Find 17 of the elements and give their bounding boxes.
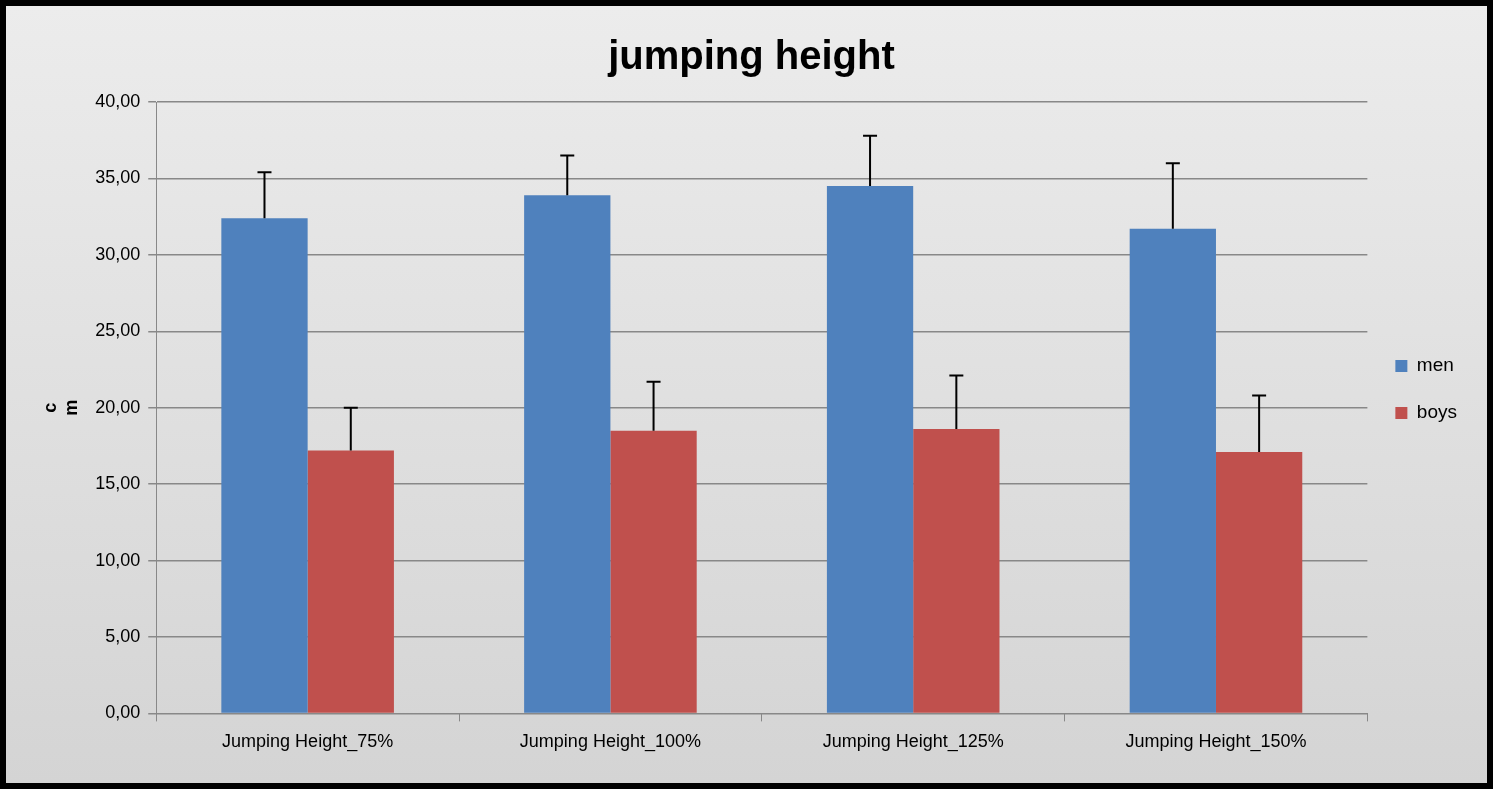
legend-label: boys	[1416, 401, 1458, 423]
y-tick-label: 5,00	[105, 625, 141, 646]
x-tick-label: Jumping Height_125%	[822, 731, 1004, 753]
y-tick-label: 35,00	[95, 167, 141, 188]
x-tick-label: Jumping Height_75%	[222, 731, 394, 753]
legend-label: men	[1416, 354, 1454, 376]
chart-title: jumping height	[607, 33, 895, 78]
y-tick-label: 10,00	[95, 549, 141, 570]
y-tick-label: 40,00	[95, 90, 141, 111]
y-axis-title: cm	[39, 399, 82, 416]
y-tick-label: 20,00	[95, 396, 141, 417]
y-tick-label: 0,00	[105, 702, 141, 723]
x-tick-label: Jumping Height_100%	[519, 731, 701, 753]
y-tick-label: 30,00	[95, 243, 141, 264]
y-tick-label: 15,00	[95, 473, 141, 494]
y-tick-label: 25,00	[95, 320, 141, 341]
x-tick-label: Jumping Height_150%	[1125, 731, 1307, 753]
